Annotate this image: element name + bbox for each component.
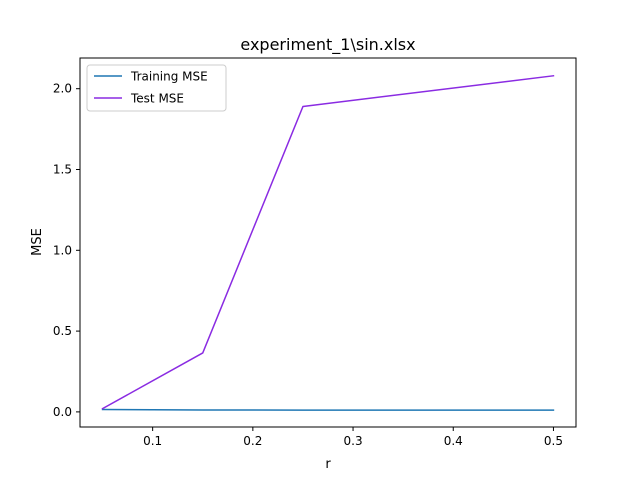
chart-title: experiment_1\sin.xlsx: [240, 35, 415, 55]
x-tick-label: 0.3: [344, 434, 363, 448]
y-axis-ticks: 0.0 0.5 1.0 1.5 2.0: [53, 82, 80, 419]
legend-label-training-mse: Training MSE: [130, 70, 208, 84]
x-tick-label: 0.1: [143, 434, 162, 448]
series-line-test-mse: [101, 74, 555, 410]
x-tick-label: 0.2: [243, 434, 262, 448]
y-tick-label: 1.5: [53, 162, 72, 176]
x-tick-label: 0.5: [544, 434, 563, 448]
legend: Training MSE Test MSE: [86, 64, 227, 112]
legend-label-test-mse: Test MSE: [130, 92, 184, 106]
y-tick-label: 1.0: [53, 243, 72, 257]
y-axis-label: MSE: [30, 228, 45, 256]
plot-lines: [101, 74, 555, 411]
series-line-training-mse: [101, 408, 555, 411]
axes-frame: [79, 57, 577, 428]
x-tick-label: 0.4: [444, 434, 463, 448]
x-axis-label: r: [325, 457, 331, 472]
y-tick-label: 0.0: [53, 405, 72, 419]
x-axis-ticks: 0.1 0.2 0.3 0.4 0.5: [143, 427, 563, 448]
y-tick-label: 0.5: [53, 324, 72, 338]
y-tick-label: 2.0: [53, 82, 72, 96]
